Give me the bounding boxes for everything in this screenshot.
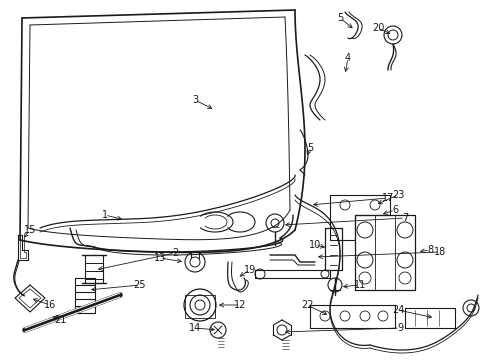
Text: 20: 20	[371, 23, 384, 33]
Text: 19: 19	[244, 265, 256, 275]
Text: 4: 4	[344, 53, 350, 63]
Text: 11: 11	[353, 280, 366, 290]
Text: 22: 22	[300, 300, 313, 310]
Text: 16: 16	[44, 300, 56, 310]
Text: 15: 15	[24, 225, 36, 235]
Text: 2: 2	[171, 248, 178, 258]
Text: 17: 17	[381, 193, 393, 203]
Text: 21: 21	[54, 315, 66, 325]
Text: 1: 1	[102, 210, 108, 220]
Text: 9: 9	[396, 323, 402, 333]
Text: 23: 23	[391, 190, 404, 200]
Text: 18: 18	[433, 247, 445, 257]
Text: 5: 5	[336, 13, 343, 23]
Text: 25: 25	[134, 280, 146, 290]
Text: 8: 8	[426, 245, 432, 255]
Text: 5: 5	[306, 143, 312, 153]
Text: 3: 3	[192, 95, 198, 105]
Text: 13: 13	[154, 253, 166, 263]
Bar	[184, 295, 215, 318]
Text: 24: 24	[391, 305, 404, 315]
Text: 14: 14	[188, 323, 201, 333]
Text: 12: 12	[233, 300, 245, 310]
Text: 7: 7	[401, 213, 407, 223]
Text: 10: 10	[308, 240, 321, 250]
Text: 6: 6	[391, 205, 397, 215]
